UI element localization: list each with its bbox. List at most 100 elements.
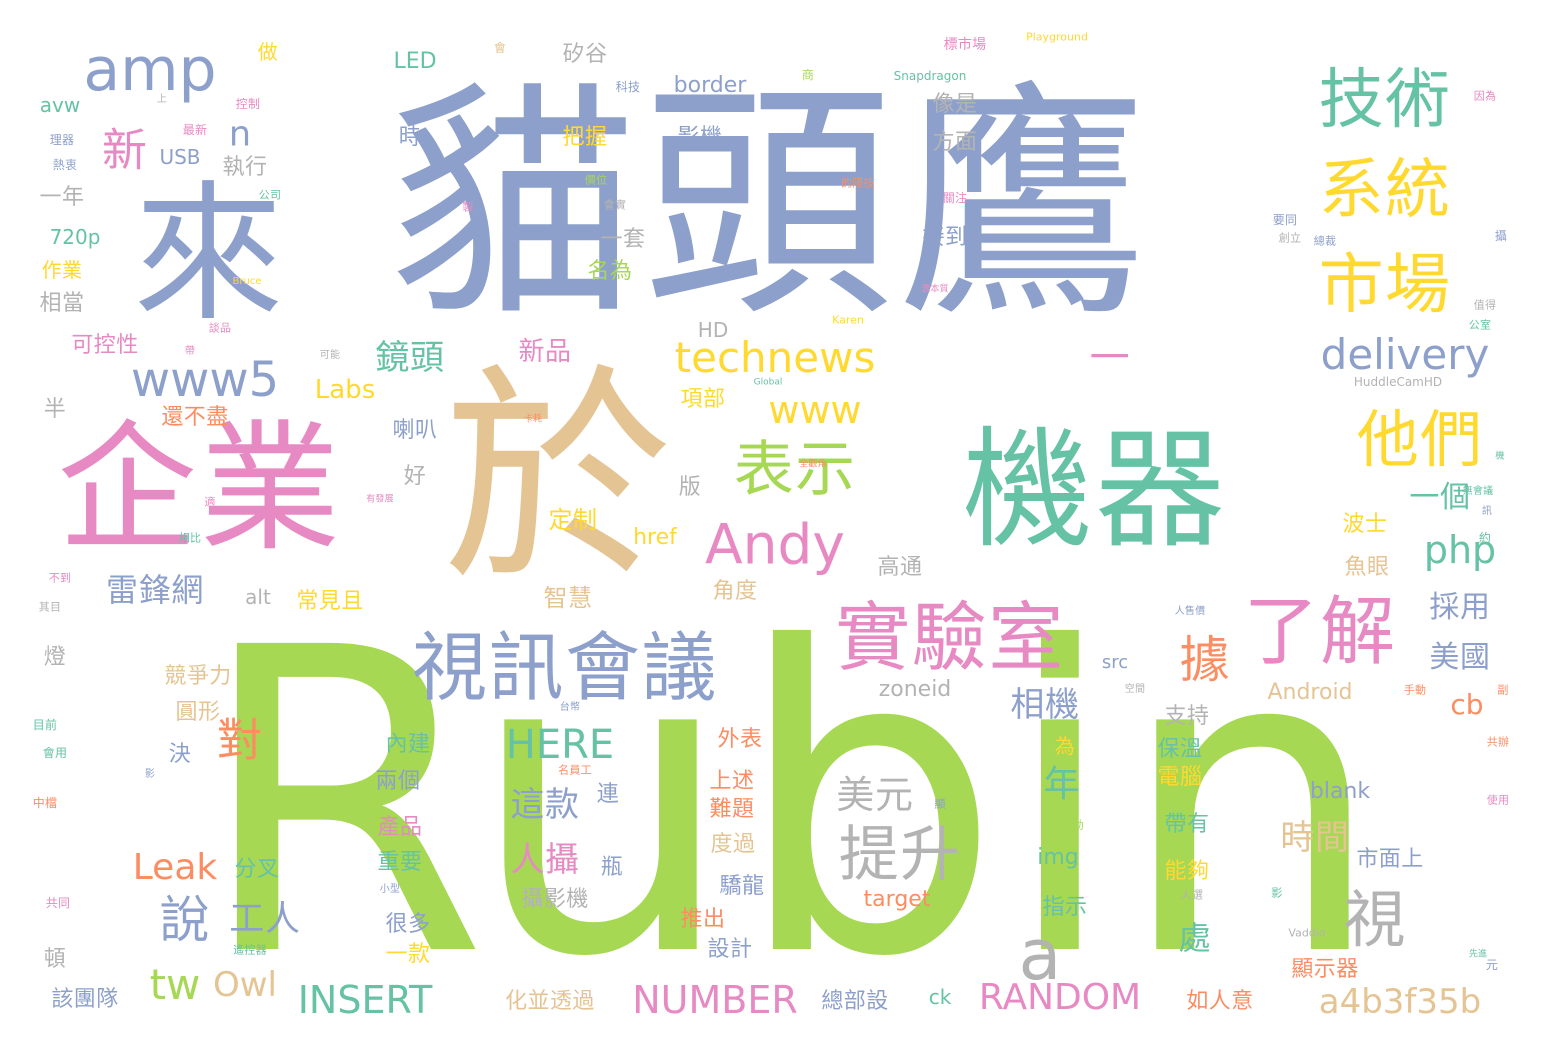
cloud-word: 支持 — [1164, 704, 1210, 729]
cloud-word: 喇叭 — [392, 418, 438, 443]
cloud-word: 提升 — [838, 820, 962, 890]
cloud-word: 遙控器 — [233, 943, 267, 957]
cloud-word: 據 — [1179, 631, 1231, 689]
cloud-word: 不到 — [48, 571, 72, 585]
cloud-word: 矽谷 — [562, 42, 608, 67]
cloud-word: 一 — [1089, 335, 1131, 381]
cloud-word: www — [768, 388, 862, 432]
cloud-word: 相比 — [178, 531, 202, 545]
cloud-word: Karen — [832, 313, 864, 327]
cloud-word: 還不盡 — [161, 405, 229, 430]
cloud-word: 會 — [493, 41, 507, 55]
cloud-word: 一個 — [1409, 480, 1471, 515]
cloud-word: 創立 — [1278, 231, 1302, 245]
cloud-word: 共辦 — [1486, 735, 1510, 749]
cloud-word: 名員工 — [558, 763, 592, 777]
cloud-word: blank — [1309, 779, 1371, 804]
cloud-word: 年 — [1043, 764, 1081, 805]
cloud-word: 公司 — [258, 188, 282, 202]
cloud-word: 如人意 — [1186, 989, 1254, 1014]
cloud-word: 並自動 — [1050, 818, 1084, 832]
cloud-word: 採用 — [1429, 590, 1491, 625]
cloud-word: 共同 — [45, 896, 71, 910]
cloud-word: amp — [83, 35, 217, 105]
cloud-word: ck — [928, 985, 952, 1009]
cloud-word: 訊 — [1481, 506, 1493, 517]
cloud-word: 企業 — [57, 408, 343, 571]
cloud-word: 相當 — [39, 291, 85, 316]
cloud-word: 因為 — [1473, 89, 1497, 103]
cloud-word: 智慧 — [543, 584, 593, 612]
cloud-word: 像是 — [932, 92, 978, 117]
cloud-word: 機 — [1495, 451, 1505, 462]
cloud-word: 執行 — [222, 155, 268, 180]
cloud-word: 先進 — [1468, 949, 1488, 960]
cloud-word: 小型 — [379, 884, 401, 895]
cloud-word: 分叉 — [234, 857, 280, 882]
cloud-word: 推出 — [680, 907, 726, 932]
cloud-word: Playground — [1026, 30, 1088, 44]
cloud-word: 把握 — [562, 125, 608, 150]
cloud-word: 了解 — [1243, 587, 1397, 676]
cloud-word: 公室 — [1468, 318, 1492, 332]
cloud-word: 美元 — [836, 773, 914, 817]
cloud-word: 適 — [204, 495, 216, 509]
cloud-word: 內建 — [385, 732, 431, 757]
cloud-word: 工人 — [229, 899, 301, 940]
cloud-word: 720p — [49, 225, 101, 249]
cloud-word: 項部 — [680, 387, 726, 412]
cloud-word: 圓形 — [175, 700, 221, 725]
cloud-word: 兩個 — [375, 769, 421, 794]
cloud-word: 頓 — [43, 947, 67, 972]
cloud-word: 一套 — [600, 227, 646, 252]
cloud-word: 全觀角 — [799, 459, 827, 470]
cloud-word: 化並透過 — [505, 989, 595, 1014]
cloud-word: 攝影機 — [521, 887, 589, 912]
cloud-word: LED — [393, 49, 437, 74]
cloud-word: NUMBER — [632, 978, 798, 1022]
cloud-word: 商 — [801, 68, 815, 82]
cloud-word: php — [1423, 528, 1497, 572]
cloud-word: 重要 — [377, 850, 423, 875]
cloud-word: alt — [245, 585, 271, 609]
cloud-word: HuddleCamHD — [1353, 375, 1443, 389]
cloud-word: 能夠 — [1164, 859, 1210, 884]
cloud-word: 連 — [596, 782, 620, 807]
cloud-word: 副 — [1497, 683, 1509, 697]
cloud-word: Bruce — [232, 276, 262, 287]
cloud-word: 總部設 — [821, 989, 889, 1014]
cloud-word: 影 — [1271, 886, 1283, 900]
cloud-word: 會用 — [42, 746, 68, 760]
cloud-word: cb — [1450, 688, 1484, 721]
cloud-word: 雷鋒網 — [106, 571, 204, 609]
cloud-word: 技術 — [1318, 62, 1452, 138]
cloud-word: 時 — [398, 125, 422, 150]
cloud-word: 黑 — [921, 264, 933, 275]
cloud-word: 外表 — [717, 727, 763, 752]
cloud-word: 來 — [133, 168, 287, 342]
cloud-word: 機器 — [962, 414, 1228, 566]
cloud-word: 於 — [442, 346, 678, 613]
cloud-word: 科技 — [615, 80, 641, 94]
cloud-word: 設計 — [707, 937, 753, 962]
cloud-word: 可能 — [319, 350, 341, 361]
cloud-word: 系統 — [1318, 152, 1452, 228]
cloud-word: Labs — [314, 375, 376, 405]
cloud-word: 這款 — [510, 785, 580, 825]
cloud-word: 他們 — [1356, 403, 1484, 476]
cloud-word: 卡耗 — [523, 414, 543, 425]
cloud-word: 一年 — [39, 185, 85, 210]
cloud-word: 貓頭鷹 — [387, 59, 1153, 350]
cloud-word: 對 — [217, 713, 263, 767]
cloud-word: 其目 — [38, 600, 62, 614]
cloud-word: 競爭力 — [164, 664, 232, 689]
cloud-word: 為 — [1054, 734, 1076, 758]
cloud-word: 談品 — [208, 321, 232, 335]
cloud-word: 使用 — [1486, 793, 1510, 807]
cloud-word: 決 — [168, 742, 192, 767]
cloud-word: 新品 — [518, 337, 572, 367]
cloud-word: 視 — [1343, 883, 1407, 956]
cloud-word: 帶有 — [1164, 812, 1210, 837]
cloud-word: Android — [1267, 680, 1353, 705]
